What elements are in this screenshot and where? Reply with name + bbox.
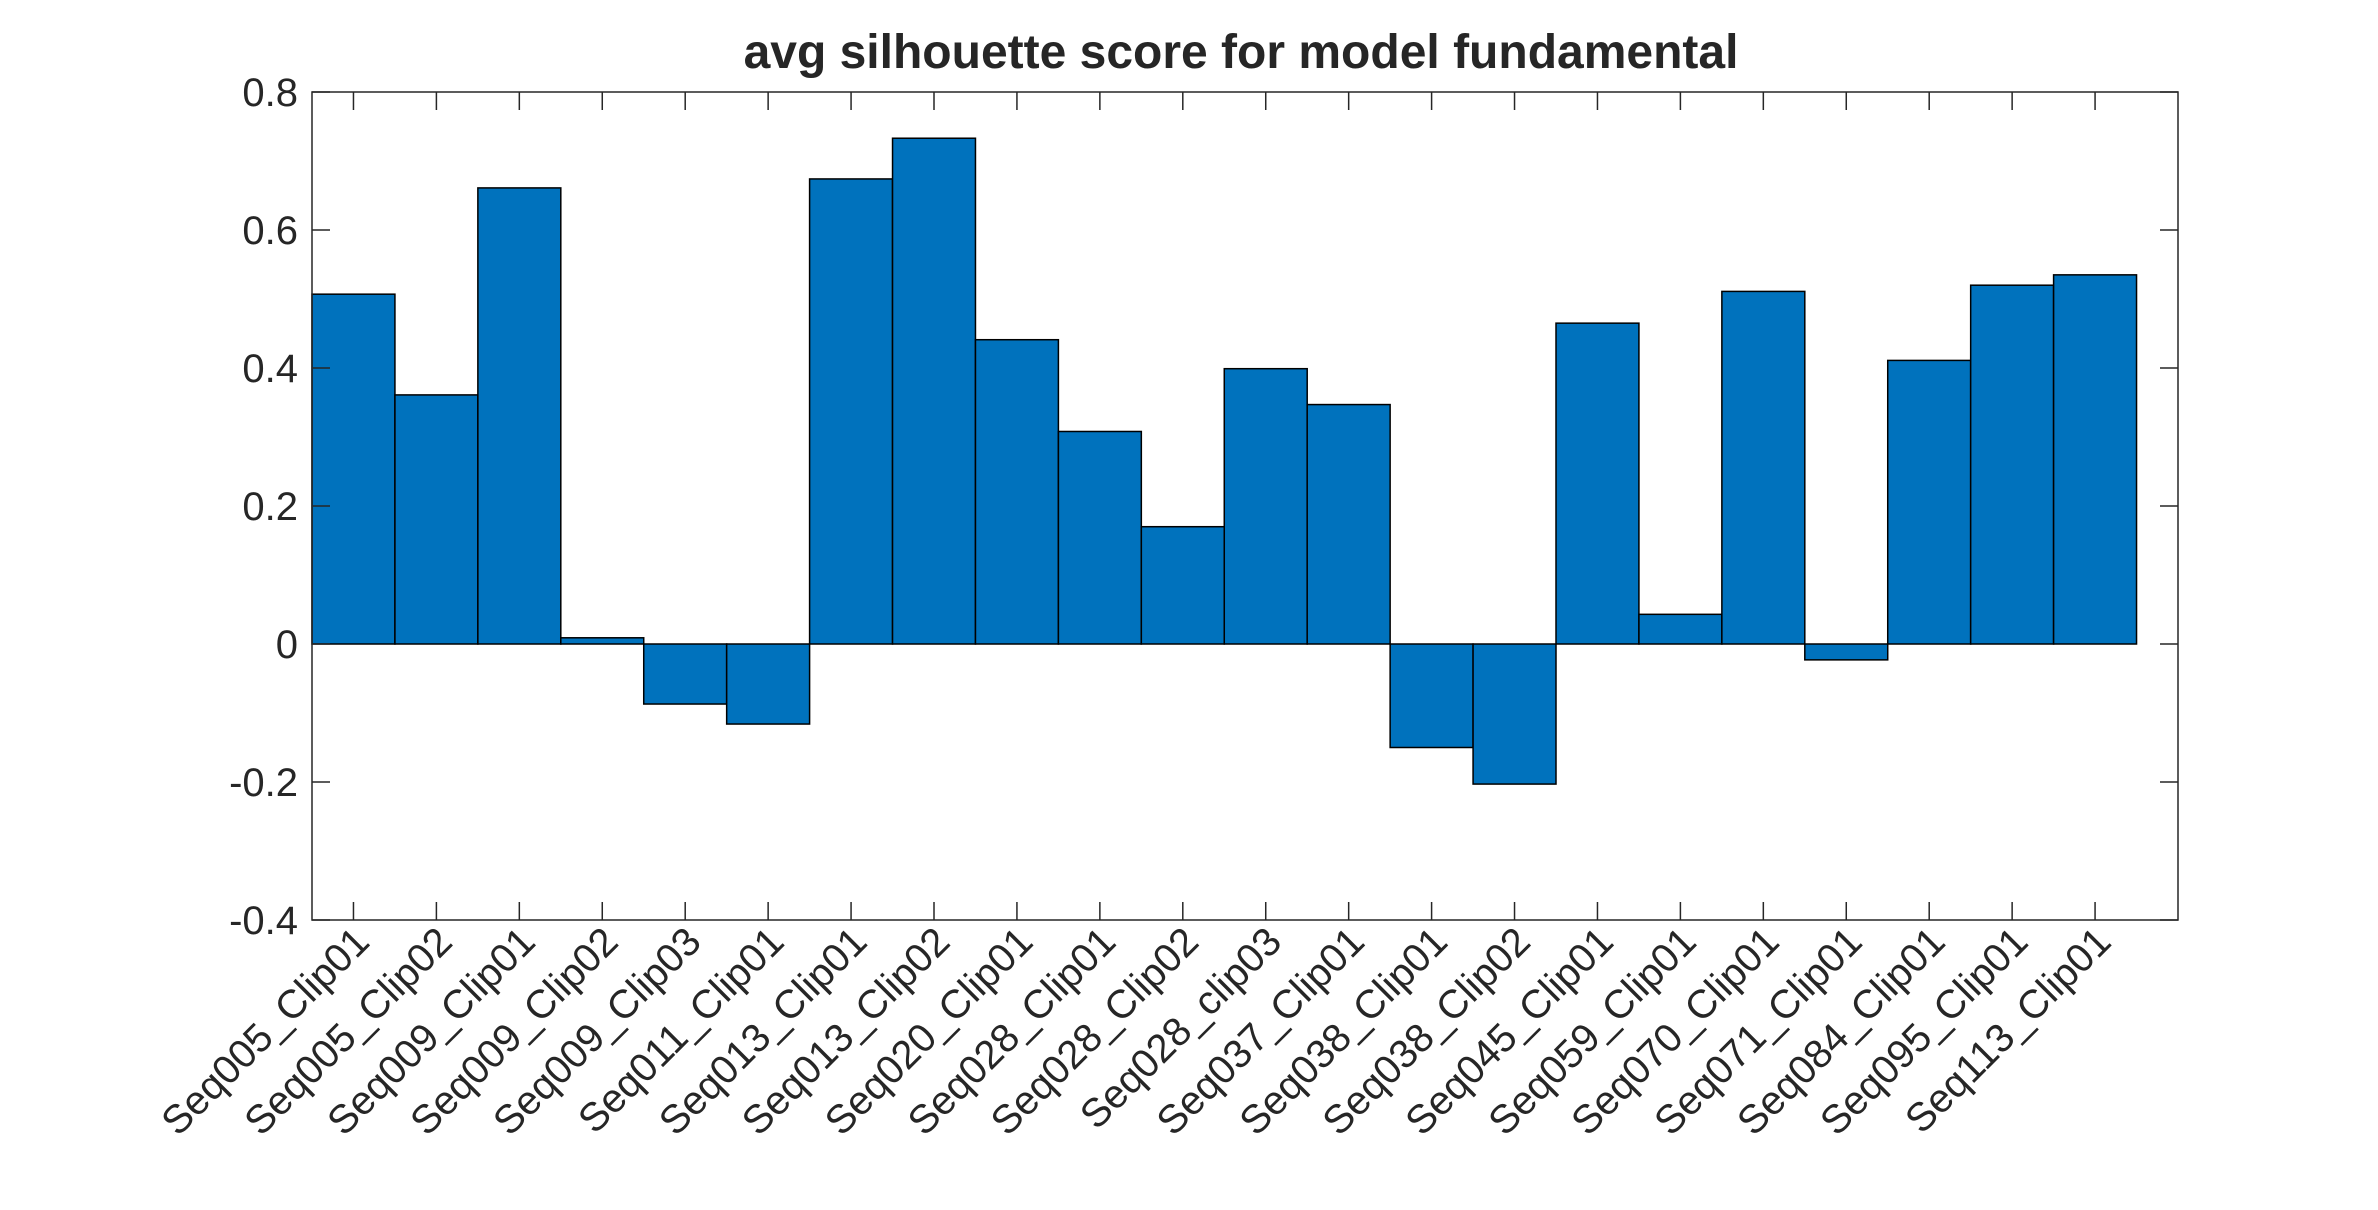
bar-seq045-clip01 (1555, 322, 1640, 645)
bar-seq013-clip01 (808, 178, 894, 645)
bar-seq009-clip02 (560, 637, 645, 645)
y-axis-ticks: -0.4 -0.2 0 0.2 0.4 0.6 0.8 (229, 71, 2178, 943)
y-tick-label: 0.8 (242, 71, 298, 115)
bar-seq028-clip03 (1223, 367, 1308, 645)
bar-seq028-clip01 (1057, 430, 1143, 645)
bar-seq005-clip01 (311, 293, 396, 645)
bar-seq059-clip01 (1638, 613, 1723, 645)
chart-title: avg silhouette score for model fundament… (744, 26, 1739, 79)
bar-seq005-clip02 (394, 394, 479, 645)
y-tick-label: 0.6 (242, 209, 298, 253)
y-tick-label: 0.4 (242, 347, 298, 391)
bar-seq037-clip01 (1306, 403, 1391, 645)
bar-seq084-clip01 (1886, 359, 1972, 645)
bar-seq011-clip01 (725, 643, 811, 725)
bar-seq020-clip01 (974, 338, 1060, 645)
bar-seq013-clip02 (891, 137, 977, 645)
y-tick-label: -0.2 (229, 761, 298, 805)
y-tick-label: 0.2 (242, 485, 298, 529)
bar-seq028-clip02 (1140, 525, 1226, 645)
bar-seq009-clip01 (477, 187, 562, 645)
bar-seq095-clip01 (1969, 284, 2055, 645)
bar-seq009-clip03 (642, 643, 728, 705)
y-tick-label: -0.4 (229, 899, 298, 943)
y-tick-label: 0 (276, 623, 298, 667)
bars-group (311, 137, 2138, 785)
bar-seq071-clip01 (1804, 643, 1889, 661)
bar-seq070-clip01 (1721, 290, 1806, 645)
bar-seq038-clip02 (1472, 643, 1557, 785)
bar-seq038-clip01 (1389, 643, 1474, 749)
x-axis-ticks: Seq005_Clip01Seq005_Clip02Seq009_Clip01S… (153, 92, 2119, 1144)
bar-seq113-clip01 (2052, 274, 2138, 645)
